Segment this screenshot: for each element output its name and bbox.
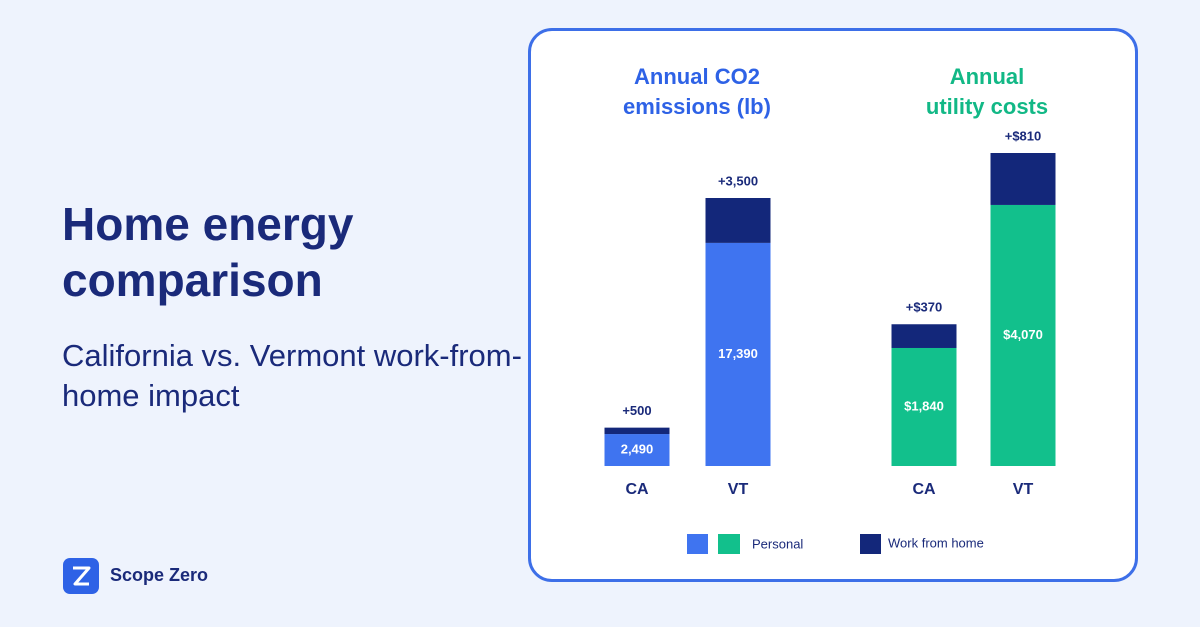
heading: Home energy comparison xyxy=(62,198,354,306)
legend-swatch xyxy=(687,534,708,554)
legend-swatch xyxy=(718,534,740,554)
chart-title: Annual CO2 emissions (lb) xyxy=(623,64,771,119)
logo-icon xyxy=(73,566,91,586)
bar-segment xyxy=(891,324,957,348)
chart-title: Annual utility costs xyxy=(925,64,1049,119)
legend-label: Work from home xyxy=(888,535,984,550)
x-tick-label: VT xyxy=(728,481,749,498)
bar-segment xyxy=(705,242,771,466)
data-label: +3,500 xyxy=(718,173,758,188)
data-label: $1,840 xyxy=(904,398,944,413)
data-label: +500 xyxy=(622,403,651,418)
subheading: California vs. Vermont work-from-home im… xyxy=(62,338,522,413)
logo xyxy=(63,558,99,594)
legend-swatch xyxy=(860,534,881,554)
data-label: 17,390 xyxy=(718,346,758,361)
bar-segment xyxy=(990,153,1056,205)
bar-segment xyxy=(891,347,957,466)
bar-segment xyxy=(604,427,670,435)
x-tick-label: CA xyxy=(625,481,649,498)
bar-segment xyxy=(990,204,1056,466)
x-tick-label: VT xyxy=(1013,481,1034,498)
data-label: +$370 xyxy=(906,300,943,315)
data-label: $4,070 xyxy=(1003,327,1043,342)
data-label: 2,490 xyxy=(621,441,654,456)
bar-segment xyxy=(604,434,670,466)
data-label: +$810 xyxy=(1005,128,1042,143)
x-tick-label: CA xyxy=(912,481,936,498)
bar-segment xyxy=(705,198,771,243)
legend-label: Personal xyxy=(752,536,803,551)
brand: Scope Zero xyxy=(110,565,209,585)
